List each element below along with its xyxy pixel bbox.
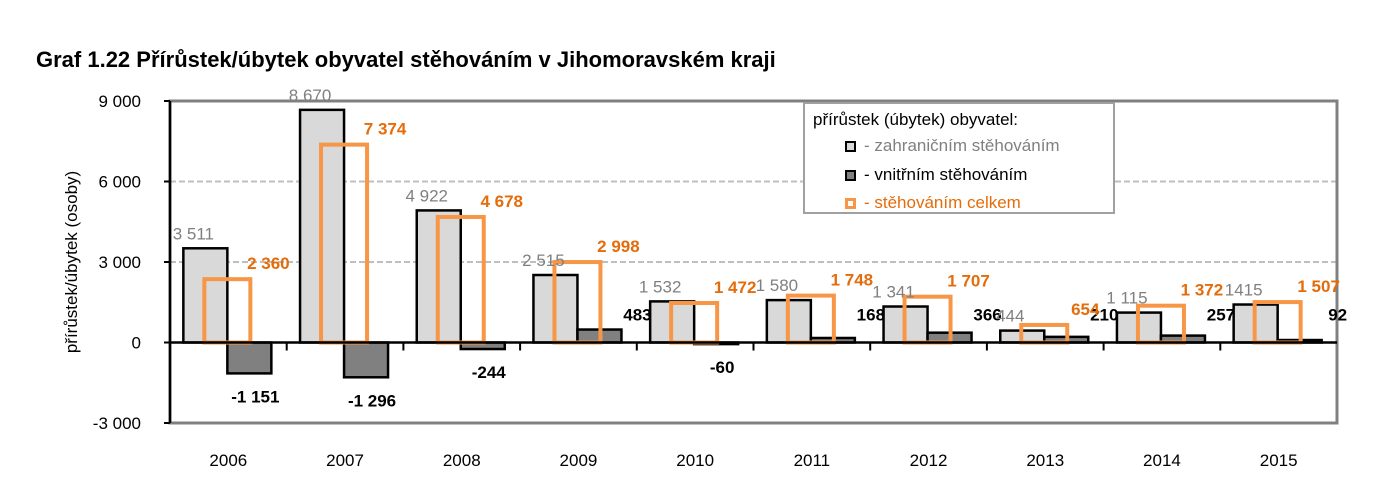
data-label-internal: 483 xyxy=(623,306,651,325)
data-label-internal: -60 xyxy=(710,358,735,377)
data-label-total: 1 507 xyxy=(1297,277,1340,296)
x-tick-label: 2015 xyxy=(1260,451,1298,470)
data-label-internal: 92 xyxy=(1328,306,1347,325)
data-label-total: 2 360 xyxy=(247,254,290,273)
x-tick-label: 2007 xyxy=(326,451,364,470)
gridlines xyxy=(170,180,1337,263)
data-label-internal: 257 xyxy=(1207,306,1235,325)
data-label-foreign: 444 xyxy=(996,307,1024,326)
legend-swatch-internal xyxy=(845,169,856,181)
data-label-foreign: 3 511 xyxy=(173,224,214,243)
y-tick-label: -3 000 xyxy=(93,414,141,433)
legend-header: přírůstek (úbytek) obyvatel: xyxy=(813,110,1019,129)
data-label-total: 1 748 xyxy=(831,271,874,290)
data-label-internal: -244 xyxy=(472,363,507,382)
data-label-total: 2 998 xyxy=(597,237,640,256)
y-tick-label: 6 000 xyxy=(98,173,141,192)
data-label-foreign: 1 341 xyxy=(872,283,915,302)
data-label-foreign: 1 532 xyxy=(639,277,682,296)
data-label-internal: 366 xyxy=(973,306,1001,325)
x-tick-label: 2006 xyxy=(209,451,247,470)
x-tick-label: 2013 xyxy=(1026,451,1064,470)
y-tick-label: 9 000 xyxy=(98,92,141,111)
chart-title: Graf 1.22 Přírůstek/úbytek obyvatel stěh… xyxy=(36,47,776,72)
legend-label-foreign: - zahraničním stěhováním xyxy=(864,136,1060,155)
axes: -3 000 0 3 000 6 000 9 000 2006 2007 2008 2009 20… xyxy=(93,92,1337,470)
data-label-foreign: 4 922 xyxy=(405,186,448,205)
y-tick-label: 3 000 xyxy=(98,253,141,272)
data-label-internal: -1 296 xyxy=(348,391,396,410)
legend: přírůstek (úbytek) obyvatel: - zahraničn… xyxy=(803,102,1115,214)
data-label-foreign: 2 515 xyxy=(522,251,565,270)
data-label-foreign: 1415 xyxy=(1225,281,1263,300)
data-label-internal: 210 xyxy=(1090,306,1118,325)
bar-internal xyxy=(342,341,390,379)
x-tick-label: 2014 xyxy=(1143,451,1181,470)
data-label-total: 1 372 xyxy=(1181,281,1224,300)
legend-swatch-foreign xyxy=(845,140,856,152)
x-tick-label: 2009 xyxy=(560,451,598,470)
data-label-total: 654 xyxy=(1071,300,1100,319)
x-tick-label: 2008 xyxy=(443,451,481,470)
legend-item-internal: - vnitřním stěhováním xyxy=(845,165,1027,185)
data-label-total: 4 678 xyxy=(480,192,523,211)
bar-internal xyxy=(226,341,273,375)
data-label-internal: 168 xyxy=(857,306,885,325)
x-tick-label: 2010 xyxy=(676,451,714,470)
data-label-foreign: 1 115 xyxy=(1106,289,1147,308)
bars xyxy=(182,108,1323,379)
data-labels: 3 511 -1 151 2 360 8 670 -1 296 7 374 4 922 -24… xyxy=(173,86,1347,410)
y-tick-label: 0 xyxy=(132,334,141,353)
data-label-total: 1 472 xyxy=(714,278,757,297)
data-label-internal: -1 151 xyxy=(231,387,279,406)
legend-label-internal: - vnitřním stěhováním xyxy=(864,165,1028,184)
data-label-foreign: 1 580 xyxy=(756,276,799,295)
data-label-total: 7 374 xyxy=(364,120,407,139)
y-axis-label: přírůstek/úbytek (osoby) xyxy=(62,171,81,353)
legend-swatch-total xyxy=(845,197,856,209)
x-tick-label: 2012 xyxy=(910,451,948,470)
legend-label-total: - stěhováním celkem xyxy=(864,193,1021,212)
x-tick-label: 2011 xyxy=(794,451,831,470)
data-label-foreign: 8 670 xyxy=(289,86,332,105)
data-label-total: 1 707 xyxy=(947,272,990,291)
legend-item-foreign: - zahraničním stěhováním xyxy=(845,136,1060,156)
legend-item-total: - stěhováním celkem xyxy=(845,193,1021,213)
